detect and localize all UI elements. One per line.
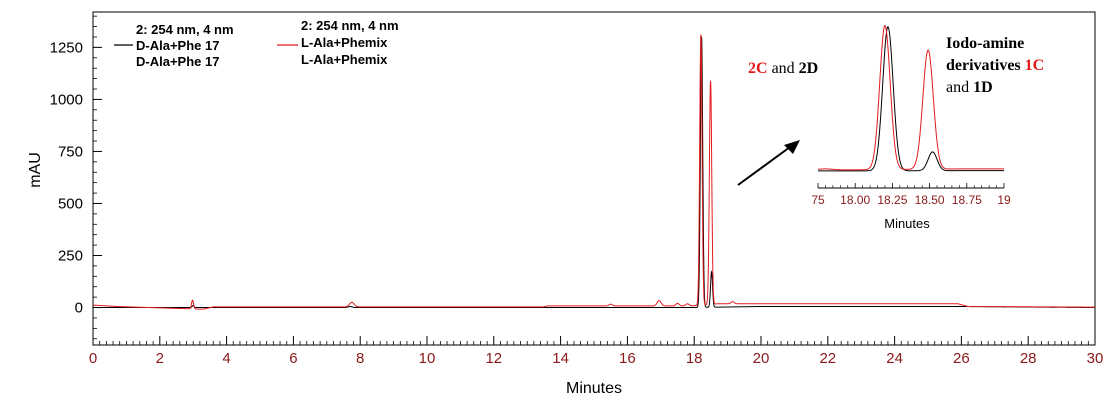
- plot-frame: [92, 11, 1096, 346]
- x-tick-label: 12: [485, 350, 502, 367]
- inset-tick-label: 18.00: [840, 193, 870, 207]
- y-tick-label: 250: [58, 248, 83, 265]
- legend: 2: 254 nm, 4 nm D-Ala+Phe 17 D-Ala+Phe 1…: [114, 18, 399, 69]
- series-line-0: [93, 36, 1095, 309]
- legend-1-line-1: L-Ala+Phemix: [301, 35, 388, 50]
- pointer-arrow: [737, 140, 800, 186]
- x-tick-label: 20: [753, 350, 770, 367]
- x-tick-label: 22: [819, 350, 836, 367]
- inset-tick-label: 75: [811, 193, 825, 207]
- inset-zoom: 75 18.00 18.25 18.50 18.75 19 Minutes: [811, 24, 1011, 231]
- x-tick-label: 6: [289, 350, 297, 367]
- annotation-iodo-line3: and 1D: [946, 79, 993, 96]
- annot-2c: 2C: [748, 60, 768, 77]
- series-layer: [92, 34, 1095, 310]
- y-tick-label: 750: [58, 143, 83, 160]
- legend-1-line-2: L-Ala+Phemix: [301, 52, 388, 67]
- inset-tick-label: 18.75: [952, 193, 982, 207]
- x-tick-label: 24: [886, 350, 903, 367]
- legend-0-line-2: D-Ala+Phe 17: [136, 54, 219, 69]
- y-tick-label: 1000: [50, 91, 83, 108]
- x-axis: 0 2 4 6 8 10 12 14 16 18 20 22 24 26 28 30: [89, 336, 1104, 367]
- y-axis-title: mAU: [27, 152, 44, 188]
- y-axis: 0 250 500 750 1000 1250: [50, 15, 102, 340]
- x-tick-label: 16: [619, 350, 636, 367]
- x-tick-label: 8: [356, 350, 364, 367]
- annotation-2c-2d: 2C and 2D: [748, 60, 818, 77]
- legend-1-line-0: 2: 254 nm, 4 nm: [301, 18, 399, 33]
- y-tick-label: 500: [58, 195, 83, 212]
- x-tick-label: 30: [1087, 350, 1104, 367]
- x-tick-label: 2: [156, 350, 164, 367]
- series-line-1: [92, 34, 1095, 310]
- inset-ticks: 75 18.00 18.25 18.50 18.75 19: [811, 183, 1011, 207]
- x-axis-title: Minutes: [566, 380, 622, 397]
- x-tick-label: 10: [419, 350, 436, 367]
- x-tick-label: 14: [552, 350, 569, 367]
- x-tick-label: 4: [222, 350, 230, 367]
- annot-and: and: [768, 60, 799, 77]
- inset-series: [817, 24, 1004, 172]
- annot-2d: 2D: [799, 60, 819, 77]
- legend-0-line-0: 2: 254 nm, 4 nm: [136, 22, 234, 37]
- inset-x-axis-title: Minutes: [884, 216, 930, 231]
- x-tick-label: 18: [686, 350, 703, 367]
- y-tick-label: 0: [75, 300, 83, 317]
- inset-series-line-0: [818, 26, 1004, 172]
- inset-tick-label: 18.25: [877, 193, 907, 207]
- x-tick-label: 26: [953, 350, 970, 367]
- legend-0-line-1: D-Ala+Phe 17: [136, 38, 219, 53]
- x-tick-label: 28: [1020, 350, 1037, 367]
- inset-tick-label: 19: [997, 193, 1011, 207]
- annotation-iodo-line1: Iodo-amine: [946, 35, 1024, 52]
- inset-series-line-1: [817, 24, 1004, 171]
- x-tick-label: 0: [89, 350, 97, 367]
- inset-tick-label: 18.50: [915, 193, 945, 207]
- y-tick-label: 1250: [50, 39, 83, 56]
- annotation-iodo-line2: derivatives 1C: [946, 57, 1044, 74]
